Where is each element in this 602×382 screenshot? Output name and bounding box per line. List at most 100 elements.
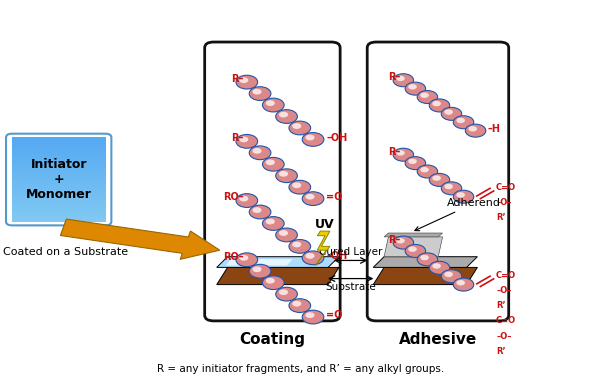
- Polygon shape: [60, 219, 220, 259]
- Circle shape: [405, 157, 426, 170]
- Polygon shape: [315, 231, 330, 265]
- Circle shape: [252, 148, 262, 154]
- Polygon shape: [217, 267, 339, 285]
- Text: UV: UV: [315, 218, 335, 231]
- Circle shape: [239, 255, 249, 261]
- Circle shape: [276, 169, 297, 183]
- Circle shape: [302, 133, 324, 146]
- Circle shape: [441, 107, 462, 120]
- Circle shape: [305, 134, 315, 141]
- Circle shape: [236, 134, 258, 148]
- Polygon shape: [373, 267, 477, 285]
- Circle shape: [302, 310, 324, 324]
- Circle shape: [292, 241, 302, 248]
- Text: =O: =O: [326, 192, 343, 202]
- Circle shape: [420, 92, 429, 98]
- Circle shape: [265, 219, 275, 225]
- Text: –O–: –O–: [496, 198, 512, 207]
- Circle shape: [236, 75, 258, 89]
- Text: –H: –H: [488, 124, 501, 134]
- Text: R’: R’: [496, 347, 506, 356]
- Circle shape: [441, 182, 462, 195]
- Circle shape: [262, 98, 284, 112]
- Circle shape: [408, 159, 417, 164]
- Circle shape: [429, 99, 450, 112]
- Circle shape: [252, 207, 262, 213]
- Circle shape: [292, 182, 302, 188]
- Circle shape: [239, 196, 249, 202]
- Text: Initiator
+
Monomer: Initiator + Monomer: [26, 158, 92, 201]
- Polygon shape: [217, 257, 339, 267]
- Circle shape: [453, 278, 474, 291]
- Circle shape: [302, 192, 324, 206]
- Circle shape: [305, 312, 315, 318]
- Circle shape: [453, 190, 474, 203]
- Text: R–: R–: [231, 133, 244, 143]
- Circle shape: [305, 253, 315, 259]
- Circle shape: [249, 146, 271, 160]
- Circle shape: [265, 100, 275, 106]
- FancyBboxPatch shape: [367, 42, 509, 321]
- Text: –OH: –OH: [326, 251, 347, 261]
- Polygon shape: [226, 259, 293, 265]
- Circle shape: [289, 180, 311, 194]
- Circle shape: [420, 255, 429, 260]
- Circle shape: [276, 228, 297, 242]
- Circle shape: [405, 244, 426, 257]
- Polygon shape: [382, 250, 503, 315]
- Text: Coating: Coating: [240, 332, 305, 348]
- Text: C=O: C=O: [496, 316, 516, 325]
- Circle shape: [393, 236, 414, 249]
- Text: C=O: C=O: [496, 270, 516, 280]
- Circle shape: [396, 150, 405, 155]
- Circle shape: [468, 126, 477, 131]
- Circle shape: [465, 124, 486, 137]
- Circle shape: [396, 76, 405, 81]
- Circle shape: [239, 136, 249, 142]
- Polygon shape: [232, 250, 325, 315]
- Text: –OH: –OH: [326, 133, 347, 142]
- Circle shape: [236, 253, 258, 267]
- Circle shape: [393, 148, 414, 161]
- Text: –O–: –O–: [496, 332, 512, 341]
- Text: R’: R’: [496, 213, 506, 222]
- Circle shape: [405, 82, 426, 95]
- Circle shape: [456, 280, 465, 285]
- Circle shape: [289, 240, 311, 253]
- Polygon shape: [384, 233, 442, 237]
- Circle shape: [279, 171, 288, 177]
- Circle shape: [453, 116, 474, 129]
- Circle shape: [444, 272, 453, 277]
- Text: –O–: –O–: [496, 286, 512, 295]
- Circle shape: [279, 112, 288, 118]
- Circle shape: [420, 167, 429, 172]
- Circle shape: [408, 246, 417, 252]
- Circle shape: [396, 238, 405, 243]
- Circle shape: [444, 109, 453, 115]
- Text: RO–: RO–: [223, 252, 244, 262]
- Circle shape: [417, 91, 438, 104]
- Text: Cured Layer: Cured Layer: [319, 248, 382, 257]
- Text: Substrate: Substrate: [325, 282, 376, 292]
- Circle shape: [262, 157, 284, 171]
- Text: R–: R–: [388, 147, 400, 157]
- Text: Adherend: Adherend: [415, 198, 501, 231]
- Circle shape: [456, 192, 465, 197]
- Circle shape: [305, 194, 315, 200]
- Circle shape: [292, 301, 302, 307]
- Circle shape: [252, 89, 262, 95]
- Circle shape: [249, 87, 271, 100]
- Circle shape: [292, 123, 302, 129]
- Text: R–: R–: [231, 74, 244, 84]
- Circle shape: [279, 289, 288, 295]
- Text: R = any initiator fragments, and R’ = any alkyl groups.: R = any initiator fragments, and R’ = an…: [157, 364, 445, 374]
- Circle shape: [417, 253, 438, 266]
- Text: R–: R–: [388, 72, 400, 82]
- Circle shape: [252, 266, 262, 272]
- Text: Adhesive: Adhesive: [399, 332, 477, 348]
- FancyBboxPatch shape: [205, 42, 340, 321]
- Polygon shape: [373, 257, 477, 267]
- Circle shape: [289, 299, 311, 312]
- Text: Coated on a Substrate: Coated on a Substrate: [3, 247, 128, 257]
- Circle shape: [262, 276, 284, 290]
